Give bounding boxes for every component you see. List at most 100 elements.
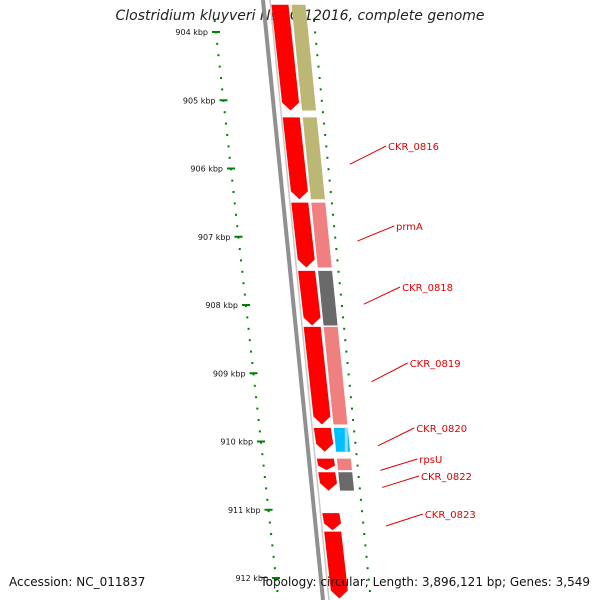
gene-box (323, 326, 348, 425)
tick-label: 905 kbp (183, 96, 216, 105)
gene-label: CKR_0820 (416, 424, 467, 435)
outer-dot (323, 122, 326, 125)
tick-dots (213, 20, 371, 592)
tick-label: 906 kbp (190, 165, 223, 174)
axis-dot (265, 487, 268, 490)
leader-line (349, 145, 387, 165)
backbone (261, 0, 330, 600)
axis-dot (216, 42, 219, 45)
outer-dot (348, 384, 351, 387)
tick-label: 909 kbp (213, 369, 246, 378)
outer-dot (350, 407, 353, 410)
axis-dot (276, 590, 279, 592)
axis-dot (213, 20, 216, 22)
outer-dot (334, 236, 337, 239)
outer-dot (315, 42, 318, 45)
leader-line (371, 362, 408, 383)
axis-dot (231, 179, 234, 182)
accession-text: Accession: NC_011837 (9, 575, 146, 589)
outer-dot (367, 578, 370, 581)
outer-dot (365, 555, 368, 558)
gene-label: CKR_0822 (421, 472, 472, 483)
axis-dot (218, 65, 221, 68)
outer-dot (345, 350, 348, 353)
axis-dot (263, 476, 266, 478)
axis-dot (273, 567, 276, 570)
outer-dot (327, 168, 330, 171)
outer-dot (354, 441, 357, 444)
cds-track (271, 4, 348, 599)
leader-line (385, 513, 423, 527)
gene-box (302, 117, 325, 200)
outer-dot (359, 498, 362, 501)
axis-dot (253, 384, 256, 387)
outer-dot (324, 134, 327, 136)
kbp-ticks: 904 kbp 905 kbp 906 kbp 907 kbp 908 kbp 909 k… (175, 28, 281, 583)
axis-dot (250, 350, 253, 353)
outer-dot (314, 31, 317, 34)
outer-dot (349, 396, 352, 399)
outer-dot (366, 567, 369, 570)
outer-dot (361, 510, 364, 513)
outer-dot (368, 590, 371, 592)
gene-box (336, 458, 353, 471)
outer-dot (319, 88, 322, 91)
axis-dot (271, 544, 274, 547)
cds-arrow (316, 458, 336, 471)
axis-dot (252, 373, 255, 376)
gene-track (291, 4, 355, 491)
cds-arrow (291, 202, 315, 268)
outer-dot (340, 305, 343, 307)
axis-dot (227, 145, 230, 148)
axis-dot (232, 191, 235, 193)
tick-label: 910 kbp (220, 438, 253, 447)
outer-dot (356, 464, 359, 467)
outer-dot (313, 20, 315, 22)
outer-dot (331, 213, 334, 216)
axis-dot (275, 578, 278, 581)
cds-arrow (282, 117, 308, 200)
outer-dot (316, 54, 319, 57)
axis-dot (272, 555, 275, 558)
axis-dot (266, 498, 269, 501)
axis-dot (228, 156, 231, 159)
axis-dot (240, 259, 243, 262)
axis-dot (267, 510, 270, 513)
gene-labels: CKR_0816 prmA CKR_0818 CKR_0819 CKR_0820 rpsU… (349, 142, 476, 527)
outer-dot (362, 521, 365, 524)
tick-label: 912 kbp (235, 574, 268, 583)
gene-box-edge (344, 427, 348, 452)
tick-label: 904 kbp (175, 28, 208, 37)
axis-dot (257, 419, 260, 421)
axis-dot (226, 134, 229, 136)
gene-box (291, 4, 317, 111)
outer-dot (325, 145, 328, 148)
axis-dot (258, 430, 261, 433)
outer-dot (355, 453, 358, 456)
tick-label: 907 kbp (198, 233, 231, 242)
axis-dot (224, 122, 227, 125)
leader-line (380, 458, 418, 471)
outer-dot (317, 65, 320, 68)
leader-line (377, 427, 415, 447)
outer-dot (352, 419, 355, 421)
cds-arrow (313, 427, 334, 452)
axis-dot (233, 202, 236, 205)
axis-dot (248, 339, 251, 342)
outer-dot (339, 293, 342, 296)
tick-label: 908 kbp (205, 301, 238, 310)
outer-dot (358, 487, 361, 490)
outer-dot (338, 282, 341, 285)
axis-dot (241, 270, 244, 273)
gene-label: CKR_0819 (410, 359, 461, 370)
outer-dot (329, 191, 332, 193)
outer-dot (357, 476, 360, 478)
outer-dot (344, 339, 347, 342)
outer-dot (337, 270, 340, 273)
axis-dot (246, 316, 249, 319)
tick-label: 911 kbp (228, 506, 261, 515)
axis-dot (270, 533, 273, 535)
topology-summary: Topology: circular; Length: 3,896,121 bp… (260, 575, 590, 589)
outer-dot (346, 362, 349, 364)
